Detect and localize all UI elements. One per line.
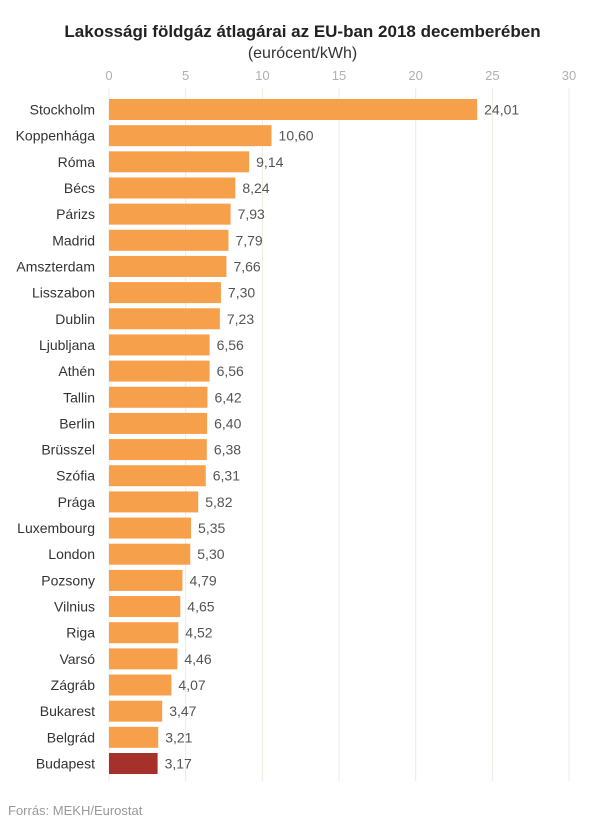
- bar: [109, 386, 208, 408]
- category-label: Stockholm: [30, 102, 95, 118]
- x-tick-label: 30: [562, 68, 576, 83]
- value-label: 6,56: [217, 363, 244, 379]
- bar: [109, 308, 220, 330]
- value-label: 4,65: [187, 599, 214, 615]
- category-label: Prága: [58, 494, 96, 510]
- category-label: Riga: [66, 625, 95, 641]
- bar: [109, 622, 179, 644]
- bar: [109, 439, 207, 461]
- value-label: 6,40: [214, 415, 241, 431]
- x-tick-label: 15: [332, 68, 346, 83]
- category-label: Koppenhága: [16, 128, 96, 144]
- value-label: 3,47: [169, 703, 196, 719]
- x-tick-label: 10: [255, 68, 269, 83]
- category-label: Luxembourg: [17, 520, 95, 536]
- bar: [109, 255, 227, 277]
- bar-chart: 0 5 10 15 20 25 30 Stockholm 24,01 Koppenhága 10,6…: [16, 68, 576, 781]
- bar: [109, 543, 191, 565]
- value-label: 3,17: [165, 756, 192, 772]
- bar: [109, 753, 158, 774]
- bar: [109, 674, 172, 696]
- value-label: 5,82: [205, 494, 232, 510]
- bar: [109, 412, 208, 434]
- value-label: 9,14: [256, 154, 283, 170]
- value-label: 6,31: [213, 468, 240, 484]
- value-label: 6,56: [217, 337, 244, 353]
- category-label: Tallin: [63, 389, 95, 405]
- category-label: Brüsszel: [41, 442, 95, 458]
- bar: [109, 177, 236, 199]
- category-label: Lisszabon: [32, 285, 95, 301]
- value-label: 7,93: [238, 206, 265, 222]
- bar: [109, 229, 229, 251]
- value-label: 5,35: [198, 520, 225, 536]
- category-label: Madrid: [52, 232, 95, 248]
- category-label: Pozsony: [41, 572, 95, 588]
- chart-title: Lakossági földgáz átlagárai az EU-ban 20…: [64, 22, 541, 41]
- value-label: 7,79: [235, 232, 262, 248]
- bar: [109, 700, 163, 722]
- category-label: Róma: [58, 154, 96, 170]
- bar: [109, 334, 210, 356]
- category-label: Athén: [58, 363, 95, 379]
- bar: [109, 282, 221, 304]
- bar: [109, 517, 192, 539]
- category-label: Bécs: [64, 180, 95, 196]
- value-label: 5,30: [197, 546, 224, 562]
- x-tick-label: 0: [105, 68, 112, 83]
- bar: [109, 648, 178, 670]
- value-label: 3,21: [165, 729, 192, 745]
- bar: [109, 360, 210, 382]
- bar: [109, 465, 206, 487]
- bar: [109, 151, 250, 173]
- value-label: 4,79: [189, 572, 216, 588]
- category-label: Szófia: [56, 468, 95, 484]
- x-tick-label: 25: [485, 68, 499, 83]
- bar: [109, 125, 272, 147]
- x-tick-label: 5: [182, 68, 189, 83]
- category-label: Amszterdam: [16, 258, 95, 274]
- bar: [109, 203, 231, 225]
- value-label: 4,46: [184, 651, 211, 667]
- chart-subtitle: (eurócent/kWh): [247, 45, 358, 62]
- value-label: 7,30: [228, 285, 255, 301]
- value-label: 6,38: [214, 442, 241, 458]
- category-label: Bukarest: [40, 703, 95, 719]
- bar: [109, 569, 183, 591]
- category-label: Varsó: [59, 651, 95, 667]
- bar: [109, 726, 159, 748]
- value-label: 6,42: [214, 389, 241, 405]
- value-label: 8,24: [242, 180, 269, 196]
- bar: [109, 596, 181, 618]
- value-label: 24,01: [484, 102, 519, 118]
- category-label: Budapest: [36, 756, 95, 772]
- bar: [109, 99, 478, 120]
- category-label: Párizs: [56, 206, 95, 222]
- bar: [109, 491, 199, 513]
- category-label: Berlin: [59, 415, 95, 431]
- category-label: Dublin: [55, 311, 95, 327]
- value-label: 4,07: [178, 677, 205, 693]
- category-label: Vilnius: [54, 599, 95, 615]
- category-label: Zágráb: [51, 677, 96, 693]
- value-label: 7,23: [227, 311, 254, 327]
- value-label: 7,66: [233, 258, 260, 274]
- x-tick-label: 20: [408, 68, 422, 83]
- source-note: Forrás: MEKH/Eurostat: [8, 803, 143, 818]
- category-label: Ljubljana: [39, 337, 95, 353]
- category-label: London: [48, 546, 95, 562]
- category-label: Belgrád: [47, 729, 95, 745]
- value-label: 10,60: [279, 128, 314, 144]
- value-label: 4,52: [185, 625, 212, 641]
